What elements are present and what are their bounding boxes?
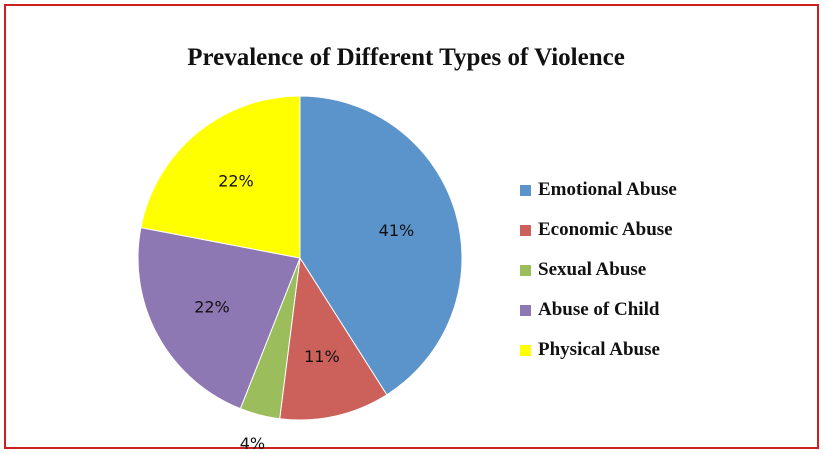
pie-slice-abuse-of-child xyxy=(137,227,301,410)
legend-item-emotional-abuse: Emotional Abuse xyxy=(520,170,677,210)
pie-slice-physical-abuse xyxy=(140,95,301,259)
legend-item-sexual-abuse: Sexual Abuse xyxy=(520,250,677,290)
pie-slice-economic-abuse xyxy=(279,256,388,421)
legend-swatch xyxy=(520,224,531,236)
legend-item-economic-abuse: Economic Abuse xyxy=(520,210,677,250)
legend-label: Sexual Abuse xyxy=(538,259,647,280)
legend-swatch xyxy=(520,344,531,356)
legend-label: Emotional Abuse xyxy=(538,179,677,200)
legend-label: Abuse of Child xyxy=(538,299,660,320)
data-label-emotional-abuse: 41% xyxy=(379,221,415,240)
legend-item-physical-abuse: Physical Abuse xyxy=(520,330,677,370)
data-label-abuse-of-child: 22% xyxy=(194,297,230,316)
legend-swatch xyxy=(520,304,531,316)
legend-label: Physical Abuse xyxy=(538,339,660,360)
chart-title: Prevalence of Different Types of Violenc… xyxy=(187,44,625,71)
data-label-economic-abuse: 11% xyxy=(304,347,340,366)
data-label-physical-abuse: 22% xyxy=(218,172,254,191)
legend-swatch xyxy=(520,264,531,276)
legend-item-abuse-of-child: Abuse of Child xyxy=(520,290,677,330)
legend-swatch xyxy=(520,184,531,196)
pie-slice-emotional-abuse xyxy=(299,95,463,396)
data-label-sexual-abuse: 4% xyxy=(240,434,265,453)
legend-label: Economic Abuse xyxy=(538,219,673,240)
legend: Emotional Abuse Economic Abuse Sexual Abus… xyxy=(520,170,677,370)
